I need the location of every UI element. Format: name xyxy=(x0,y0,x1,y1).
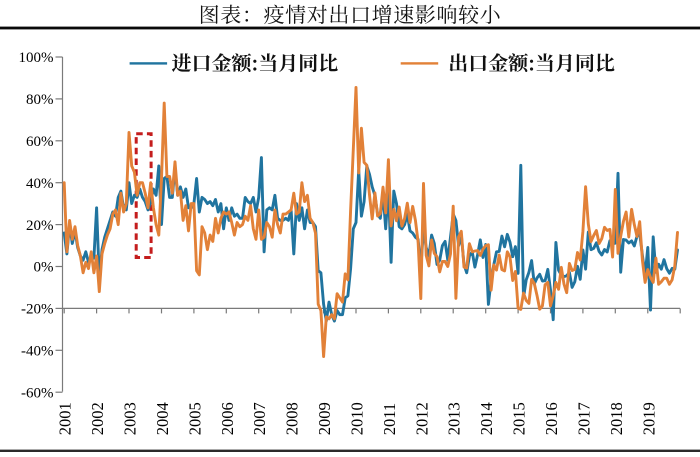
svg-text:20%: 20% xyxy=(26,218,54,234)
svg-text:-40%: -40% xyxy=(21,344,54,360)
svg-text:2019: 2019 xyxy=(639,402,658,435)
svg-text:2003: 2003 xyxy=(121,402,140,435)
svg-text:0%: 0% xyxy=(34,260,54,276)
svg-text:60%: 60% xyxy=(26,134,54,150)
svg-text:40%: 40% xyxy=(26,176,54,192)
svg-text:2002: 2002 xyxy=(88,402,107,435)
svg-text:2001: 2001 xyxy=(56,402,75,435)
svg-text:2015: 2015 xyxy=(510,402,529,435)
svg-text:-20%: -20% xyxy=(21,302,54,318)
svg-text:2004: 2004 xyxy=(153,402,172,435)
svg-text:2016: 2016 xyxy=(542,402,561,435)
svg-text:2007: 2007 xyxy=(250,402,269,435)
svg-text:2011: 2011 xyxy=(380,403,399,435)
svg-text:100%: 100% xyxy=(19,50,54,66)
svg-text:2010: 2010 xyxy=(348,402,367,435)
svg-text:2006: 2006 xyxy=(218,402,237,435)
svg-text:2005: 2005 xyxy=(185,402,204,435)
svg-text:-60%: -60% xyxy=(21,385,54,401)
svg-text:2012: 2012 xyxy=(412,402,431,435)
svg-text:80%: 80% xyxy=(26,92,54,108)
svg-text:2017: 2017 xyxy=(574,402,593,435)
svg-text:2008: 2008 xyxy=(283,402,302,435)
svg-text:2013: 2013 xyxy=(445,402,464,435)
svg-text:2014: 2014 xyxy=(477,402,496,435)
svg-text:2009: 2009 xyxy=(315,402,334,435)
svg-text:2018: 2018 xyxy=(607,402,626,435)
